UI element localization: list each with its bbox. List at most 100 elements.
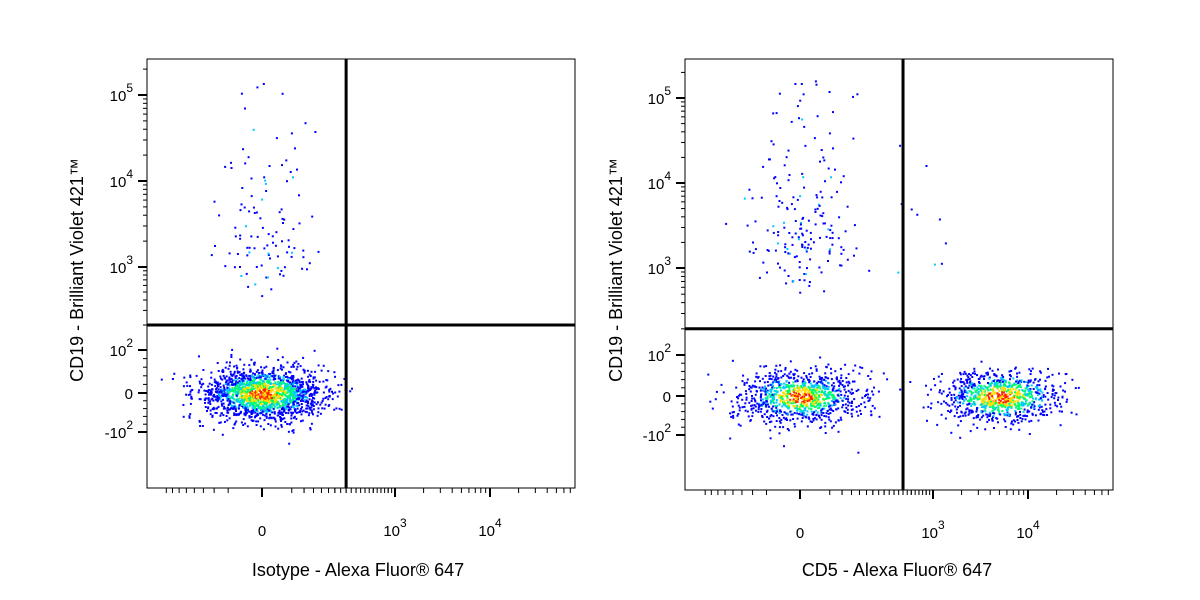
event-dot [1018, 371, 1021, 374]
event-dot [800, 420, 803, 423]
event-dot [730, 415, 733, 418]
event-dot [278, 384, 281, 387]
event-dot [840, 246, 843, 249]
event-dot [830, 176, 832, 179]
event-dot [848, 382, 851, 385]
event-dot [821, 215, 824, 218]
event-dot [795, 397, 798, 400]
event-dot [1031, 400, 1034, 403]
event-dot [771, 388, 774, 391]
event-dot [855, 406, 858, 408]
event-dot [215, 387, 218, 390]
event-dot [803, 382, 806, 385]
event-dot [989, 392, 992, 395]
event-dot [291, 377, 294, 380]
event-dot [782, 400, 785, 403]
event-dot [307, 384, 309, 387]
event-dot [1000, 404, 1002, 407]
event-dot [228, 252, 231, 255]
event-dot [971, 382, 973, 385]
event-dot [281, 368, 283, 371]
event-dot [217, 405, 220, 408]
event-dot [207, 407, 209, 410]
event-dot [963, 396, 966, 398]
event-dot [268, 401, 271, 404]
event-dot [183, 376, 186, 379]
event-dot [770, 420, 773, 423]
event-dot [278, 381, 281, 384]
event-dot [234, 235, 237, 238]
event-dot [746, 410, 749, 413]
event-dot [787, 179, 790, 182]
event-dot [868, 399, 871, 402]
event-dot [980, 399, 983, 402]
event-dot [272, 241, 274, 244]
event-dot [271, 395, 274, 398]
event-dot [968, 373, 971, 375]
event-dot [223, 393, 226, 396]
event-dot [338, 407, 341, 410]
event-dot [1041, 395, 1043, 398]
event-dot [933, 263, 936, 266]
event-dot [1039, 378, 1041, 381]
event-dot [946, 403, 949, 406]
event-dot [244, 393, 247, 396]
event-dot [282, 403, 284, 406]
event-dot [240, 373, 243, 376]
event-dot [277, 389, 280, 392]
event-dot [300, 377, 303, 380]
event-dot [1018, 392, 1021, 395]
event-dot [319, 412, 322, 415]
event-dot [998, 398, 1001, 401]
event-dot [842, 175, 845, 178]
event-dot [215, 381, 218, 384]
event-dot [950, 431, 953, 434]
event-dot [992, 391, 995, 394]
event-dot [823, 405, 826, 408]
event-dot [296, 386, 299, 389]
event-dot [823, 384, 826, 387]
event-dot [899, 144, 902, 147]
event-dot [271, 411, 274, 414]
event-dot [324, 386, 327, 389]
event-dot [240, 394, 243, 397]
event-dot [317, 401, 319, 404]
event-dot [273, 411, 276, 414]
event-dot [1020, 379, 1023, 382]
event-dot [216, 407, 219, 410]
event-dot [769, 415, 772, 418]
event-dot [230, 356, 233, 358]
event-dot [300, 396, 303, 399]
event-dot [742, 374, 745, 377]
event-dot [280, 420, 282, 422]
event-dot [968, 377, 971, 380]
event-dot [287, 430, 290, 433]
event-dot [970, 385, 973, 388]
event-dot [809, 376, 812, 378]
event-dot [197, 391, 200, 394]
event-dot [1014, 420, 1017, 423]
event-dot [189, 376, 192, 379]
event-dot [253, 409, 256, 412]
event-dot [831, 243, 834, 246]
event-dot [812, 241, 815, 244]
event-dot [798, 279, 801, 281]
event-dot [211, 388, 214, 391]
event-dot [802, 378, 805, 381]
event-dot [306, 389, 309, 392]
event-dot [977, 390, 980, 393]
event-dot [1032, 388, 1035, 390]
event-dot [966, 407, 969, 410]
event-dot [976, 392, 979, 395]
event-dot [309, 402, 312, 405]
event-dot [1001, 374, 1004, 377]
event-dot [981, 387, 984, 390]
event-dot [277, 386, 280, 389]
event-dot [773, 380, 776, 383]
event-dot [234, 226, 237, 229]
event-dot [285, 159, 288, 162]
event-dot [839, 397, 842, 400]
event-dot [290, 417, 293, 420]
event-dot [1027, 381, 1030, 384]
event-dot [224, 265, 227, 268]
